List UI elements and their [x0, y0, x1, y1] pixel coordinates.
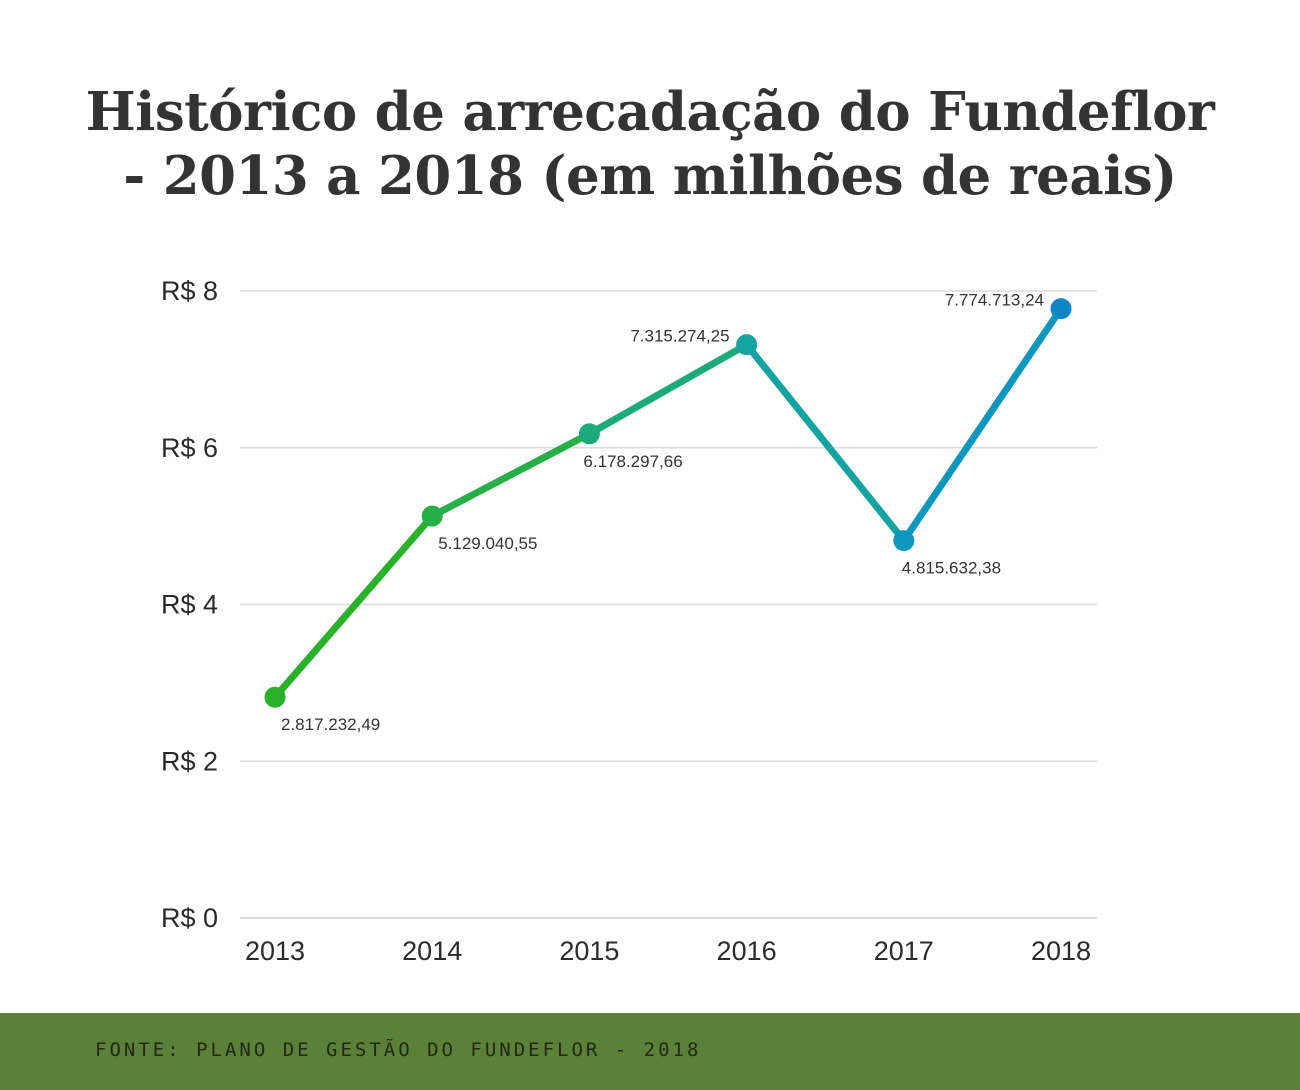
data-point — [264, 686, 286, 708]
data-point — [578, 423, 600, 445]
data-label: 7.774.713,24 — [945, 291, 1044, 310]
series-line-segment — [271, 512, 436, 701]
data-point — [421, 505, 443, 527]
y-tick-label: R$ 4 — [161, 590, 218, 620]
data-label: 4.815.632,38 — [902, 559, 1001, 578]
x-tick-label: 2017 — [874, 936, 934, 966]
x-tick-label: 2015 — [559, 936, 619, 966]
footer-source: FONTE: PLANO DE GESTÃO DO FUNDEFLOR - 20… — [95, 1039, 702, 1061]
x-tick-label: 2016 — [717, 936, 777, 966]
data-label: 6.178.297,66 — [583, 452, 682, 471]
y-tick-label: R$ 0 — [161, 903, 218, 933]
x-tick-label: 2014 — [402, 936, 462, 966]
x-tick-label: 2013 — [245, 936, 305, 966]
y-tick-label: R$ 8 — [161, 276, 218, 306]
footer-bar: FONTE: PLANO DE GESTÃO DO FUNDEFLOR - 20… — [0, 1013, 1300, 1090]
series-line-segment — [585, 341, 751, 438]
chart-title: Histórico de arrecadação do Fundeflor - … — [0, 80, 1300, 208]
y-tick-label: R$ 6 — [161, 433, 218, 463]
chart-title-line-2: - 2013 a 2018 (em milhões de reais) — [123, 145, 1177, 207]
series-line-segment — [743, 341, 908, 545]
series-line-segment — [428, 430, 593, 520]
data-label: 2.817.232,49 — [281, 715, 380, 734]
x-tick-label: 2018 — [1031, 936, 1091, 966]
data-label: 5.129.040,55 — [438, 534, 537, 553]
data-label: 7.315.274,25 — [630, 327, 729, 346]
data-point — [736, 334, 758, 356]
y-tick-label: R$ 2 — [161, 746, 218, 776]
data-point — [893, 530, 915, 552]
data-point — [1050, 298, 1072, 320]
series-line-segment — [900, 305, 1065, 545]
chart-title-line-1: Histórico de arrecadação do Fundeflor — [85, 81, 1215, 143]
